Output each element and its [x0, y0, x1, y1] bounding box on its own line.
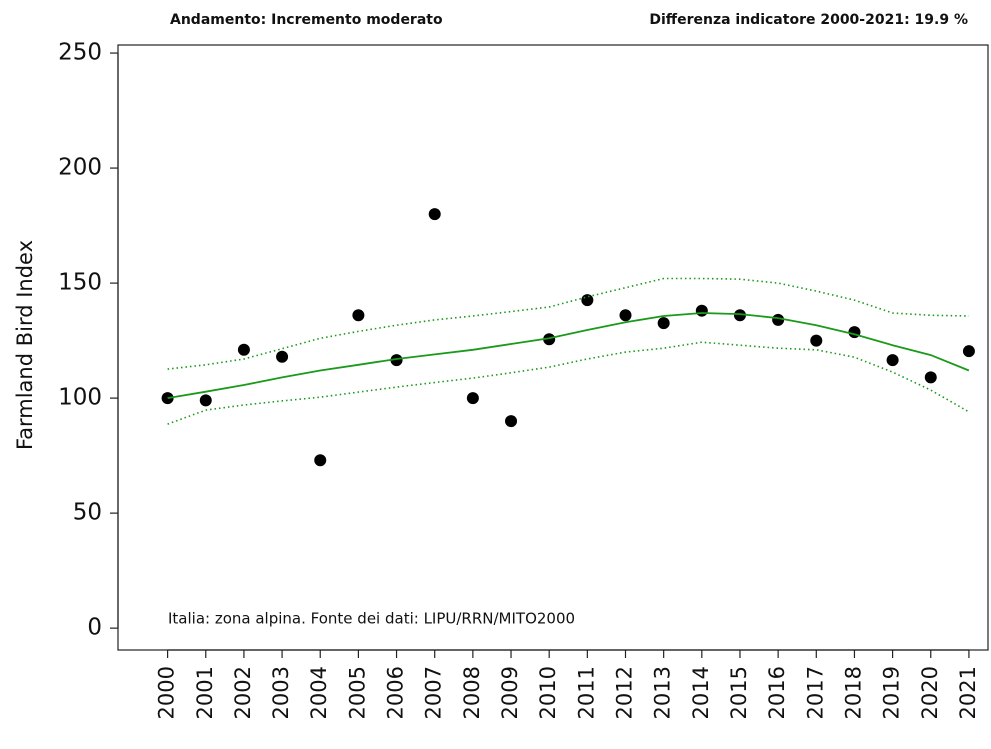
x-tick-label: 2013: [651, 666, 675, 719]
data-point: [199, 394, 212, 407]
data-point: [657, 317, 670, 330]
trend-line: [167, 312, 970, 399]
data-point: [314, 454, 327, 467]
y-axis-label: Farmland Bird Index: [13, 240, 37, 450]
difference-label: Differenza indicatore 2000-2021: 19.9 %: [649, 12, 968, 28]
data-point: [733, 309, 746, 322]
y-tick-label: 0: [87, 615, 102, 641]
data-point: [924, 371, 937, 384]
data-point: [886, 354, 899, 367]
x-tick-label: 2001: [193, 666, 217, 719]
y-tick-label: 50: [73, 500, 102, 526]
data-point: [772, 313, 785, 326]
data-point: [543, 333, 556, 346]
data-point: [619, 309, 632, 322]
x-tick-label: 2011: [574, 666, 598, 719]
data-point: [695, 304, 708, 317]
y-tick-label: 150: [58, 270, 102, 296]
data-point: [428, 208, 441, 221]
data-point: [352, 309, 365, 322]
data-point: [390, 354, 403, 367]
x-tick-label: 2019: [880, 666, 904, 719]
x-tick-label: 2002: [231, 666, 255, 719]
trend-label: Andamento: Incremento moderato: [170, 12, 443, 28]
x-tick-label: 2021: [956, 666, 980, 719]
y-tick-label: 250: [58, 40, 102, 66]
y-tick-label: 200: [58, 155, 102, 181]
x-tick-label: 2010: [536, 666, 560, 719]
annotation: Italia: zona alpina. Fonte dei dati: LIP…: [168, 610, 575, 628]
x-tick-label: 2006: [384, 666, 408, 719]
x-tick-label: 2020: [918, 666, 942, 719]
x-tick-label: 2003: [269, 666, 293, 719]
x-tick-label: 2008: [460, 666, 484, 719]
x-tick-label: 2009: [498, 666, 522, 719]
x-tick-label: 2007: [422, 666, 446, 719]
data-point: [962, 345, 975, 358]
data-point: [810, 334, 823, 347]
x-tick-label: 2016: [765, 666, 789, 719]
data-point: [237, 343, 250, 356]
data-point: [276, 350, 289, 363]
x-tick-label: 2014: [689, 666, 713, 719]
confidence-line: [167, 341, 970, 425]
x-tick-label: 2000: [155, 666, 179, 719]
x-tick-label: 2004: [307, 666, 331, 719]
data-point: [505, 415, 518, 428]
x-tick-label: 2015: [727, 666, 751, 719]
data-point: [581, 294, 594, 307]
confidence-line: [167, 277, 969, 370]
x-tick-label: 2005: [345, 666, 369, 719]
x-tick-label: 2012: [613, 666, 637, 719]
data-point: [466, 392, 479, 405]
x-tick-label: 2017: [803, 666, 827, 719]
x-tick-label: 2018: [841, 666, 865, 719]
y-tick-label: 100: [58, 385, 102, 411]
